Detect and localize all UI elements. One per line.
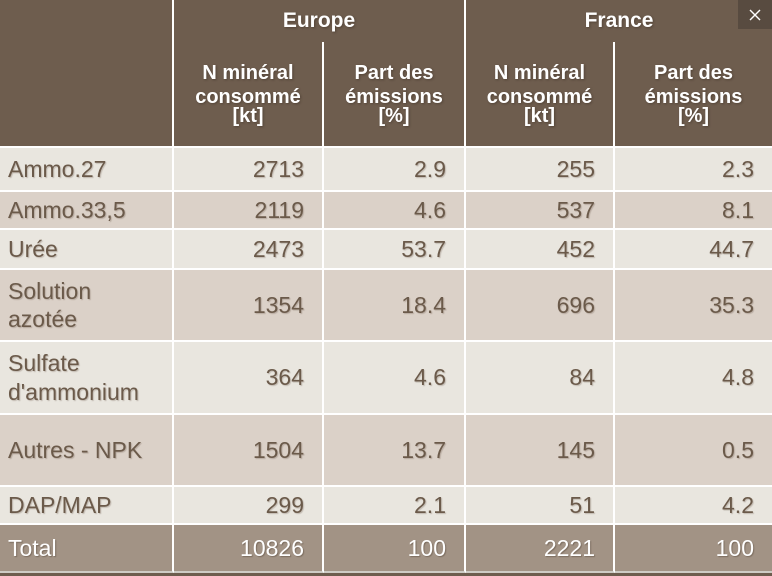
subheader-europe-part-emissions: Part des émissions [%] — [324, 42, 466, 148]
subheader-line: Part des — [654, 62, 733, 84]
cell-value: 2713 — [174, 148, 324, 192]
cell-value: 4.6 — [324, 192, 466, 230]
subheader-line: émissions — [345, 86, 443, 108]
cell-value: 1354 — [174, 270, 324, 342]
cell-value: 8.1 — [615, 192, 772, 230]
cell-value: 44.7 — [615, 230, 772, 270]
cell-value: 18.4 — [324, 270, 466, 342]
subheader-france-n-mineral: N minéral consommé [kt] — [466, 42, 615, 148]
row-label: DAP/MAP — [0, 487, 174, 525]
subheader-unit: [%] — [378, 105, 410, 127]
column-group-row: Europe France — [0, 0, 772, 148]
total-row: Total 10826 100 2221 100 — [0, 525, 772, 573]
cell-value: 2.3 — [615, 148, 772, 192]
cell-value: 452 — [466, 230, 615, 270]
cell-value: 299 — [174, 487, 324, 525]
cell-value: 4.8 — [615, 342, 772, 415]
cell-value: 4.2 — [615, 487, 772, 525]
cell-value: 53.7 — [324, 230, 466, 270]
subheader-unit: [%] — [677, 105, 710, 127]
cell-value: 537 — [466, 192, 615, 230]
cell-value: 100 — [324, 525, 466, 573]
column-group-europe: Europe — [174, 0, 466, 42]
subheader-line: consommé — [195, 86, 301, 108]
cell-value: 84 — [466, 342, 615, 415]
subheader-unit: [kt] — [523, 105, 556, 127]
column-group-france: France — [466, 0, 772, 42]
row-label: Autres - NPK — [0, 415, 174, 487]
subheader-line: consommé — [486, 86, 593, 108]
subheader-line: émissions — [644, 86, 743, 108]
cell-value: 0.5 — [615, 415, 772, 487]
row-label: Solution azotée — [0, 270, 174, 342]
row-label: Sulfate d'ammonium — [0, 342, 174, 415]
subheader-unit: [kt] — [232, 105, 264, 127]
subheader-line: N minéral — [202, 62, 294, 84]
cell-value: 10826 — [174, 525, 324, 573]
cell-value: 4.6 — [324, 342, 466, 415]
table-row: Sulfate d'ammonium 364 4.6 84 4.8 — [0, 342, 772, 415]
cell-value: 364 — [174, 342, 324, 415]
row-label: Ammo.27 — [0, 148, 174, 192]
table-row: Ammo.33,5 2119 4.6 537 8.1 — [0, 192, 772, 230]
cell-value: 51 — [466, 487, 615, 525]
cell-value: 145 — [466, 415, 615, 487]
subheader-france-part-emissions: Part des émissions [%] — [615, 42, 772, 148]
cell-value: 2.9 — [324, 148, 466, 192]
subheader-line: N minéral — [493, 62, 586, 84]
table-row: Solution azotée 1354 18.4 696 35.3 — [0, 270, 772, 342]
cell-value: 13.7 — [324, 415, 466, 487]
subheader-line: Part des — [354, 62, 434, 84]
cell-value: 100 — [615, 525, 772, 573]
cell-value: 35.3 — [615, 270, 772, 342]
row-label: Total — [0, 525, 174, 573]
table-row: Ammo.27 2713 2.9 255 2.3 — [0, 148, 772, 192]
table-row: Autres - NPK 1504 13.7 145 0.5 — [0, 415, 772, 487]
cell-value: 1504 — [174, 415, 324, 487]
row-label: Ammo.33,5 — [0, 192, 174, 230]
close-icon — [749, 9, 761, 20]
cell-value: 696 — [466, 270, 615, 342]
row-label: Urée — [0, 230, 174, 270]
cell-value: 2119 — [174, 192, 324, 230]
cell-value: 2.1 — [324, 487, 466, 525]
subheader-europe-n-mineral: N minéral consommé [kt] — [174, 42, 324, 148]
cell-value: 2221 — [466, 525, 615, 573]
close-button[interactable] — [738, 0, 772, 29]
cell-value: 255 — [466, 148, 615, 192]
cell-value: 2473 — [174, 230, 324, 270]
corner-cell — [0, 0, 174, 148]
table-row: Urée 2473 53.7 452 44.7 — [0, 230, 772, 270]
table-row: DAP/MAP 299 2.1 51 4.2 — [0, 487, 772, 525]
subheader-row: N minéral consommé [kt] Part des émissio… — [0, 42, 772, 148]
